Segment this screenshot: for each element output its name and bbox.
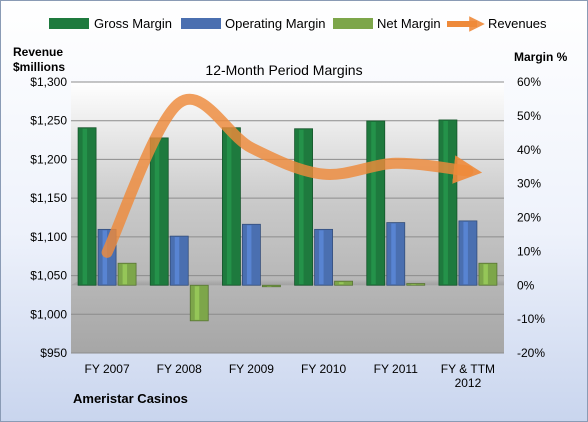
legend-swatch-net-margin: [333, 18, 373, 29]
bar-gross-margin: [77, 127, 97, 286]
legend-item-revenues: Revenues: [447, 16, 547, 32]
legend-swatch-operating-margin: [181, 18, 221, 29]
bar-net-margin: [478, 262, 498, 286]
revenue-line-group: [101, 93, 483, 258]
right-tick-label: -10%: [517, 312, 545, 326]
left-tick-label: $1,200: [30, 152, 67, 166]
bar-gross-margin: [149, 137, 169, 286]
bar-net-margin: [406, 283, 426, 286]
company-name: Ameristar Casinos: [73, 391, 188, 406]
bar-gross-margin: [366, 120, 386, 286]
bar-net-margin: [262, 284, 281, 288]
bar-gross-margin: [438, 119, 458, 286]
category-label: FY & TTM 2012: [441, 362, 495, 390]
legend-item-operating-margin: Operating Margin: [181, 16, 325, 31]
left-tick-label: $1,250: [30, 114, 67, 128]
category-labels: FY 2007 FY 2008 FY 2009 FY 2010 FY 2011 FY & …: [85, 362, 496, 390]
bar-operating-margin: [458, 220, 478, 286]
left-tick-label: $1,150: [30, 191, 67, 205]
bar-operating-margin: [169, 235, 189, 286]
revenue-line: [101, 93, 483, 258]
bar-operating-margin: [386, 222, 406, 286]
right-tick-label: 30%: [517, 177, 541, 191]
category-label: FY 2007: [85, 362, 130, 376]
right-tick-label: 50%: [517, 109, 541, 123]
bar-net-margin: [189, 284, 209, 322]
category-label: FY 2008: [157, 362, 202, 376]
legend-swatch-gross-margin: [49, 18, 89, 29]
right-axis-title: Margin %: [514, 50, 568, 64]
left-axis-title-line2: $millions: [13, 60, 65, 74]
legend-label-revenues: Revenues: [488, 16, 547, 31]
category-label: FY 2011: [374, 362, 419, 376]
bar-operating-margin: [314, 228, 333, 286]
right-tick-label: 20%: [517, 211, 541, 225]
right-tick-label: 60%: [517, 75, 541, 89]
legend-label-gross-margin: Gross Margin: [94, 16, 172, 31]
right-tick-label: -20%: [517, 346, 545, 360]
right-tick-label: 10%: [517, 244, 541, 258]
left-tick-label: $1,100: [30, 230, 67, 244]
right-tick-label: 0%: [517, 278, 535, 292]
legend: Gross Margin Operating Margin Net Margin…: [49, 16, 547, 32]
left-tick-label: $1,300: [30, 75, 67, 89]
left-axis-ticks: $950 $1,000 $1,050 $1,100 $1,150 $1,200 $1,250…: [30, 75, 67, 360]
legend-item-net-margin: Net Margin: [333, 16, 441, 31]
category-label: FY 2009: [229, 362, 274, 376]
bar-net-margin: [334, 280, 353, 286]
right-tick-label: 40%: [517, 143, 541, 157]
bar-gross-margin: [294, 128, 313, 286]
bar-gross-margin: [222, 127, 241, 286]
left-axis-title-line1: Revenue: [13, 45, 63, 59]
legend-label-net-margin: Net Margin: [377, 16, 441, 31]
left-tick-label: $1,050: [30, 269, 67, 283]
category-label: FY 2010: [301, 362, 346, 376]
right-axis-ticks: -20% -10% 0% 10% 20% 30% 40% 50% 60%: [517, 75, 545, 360]
bar-operating-margin: [242, 223, 261, 286]
chart-title: 12-Month Period Margins: [205, 62, 362, 78]
left-tick-label: $1,000: [30, 307, 67, 321]
left-tick-label: $950: [40, 346, 67, 360]
legend-item-gross-margin: Gross Margin: [49, 16, 172, 31]
legend-label-operating-margin: Operating Margin: [225, 16, 325, 31]
plot-background: [71, 82, 504, 353]
bar-net-margin: [117, 262, 137, 286]
